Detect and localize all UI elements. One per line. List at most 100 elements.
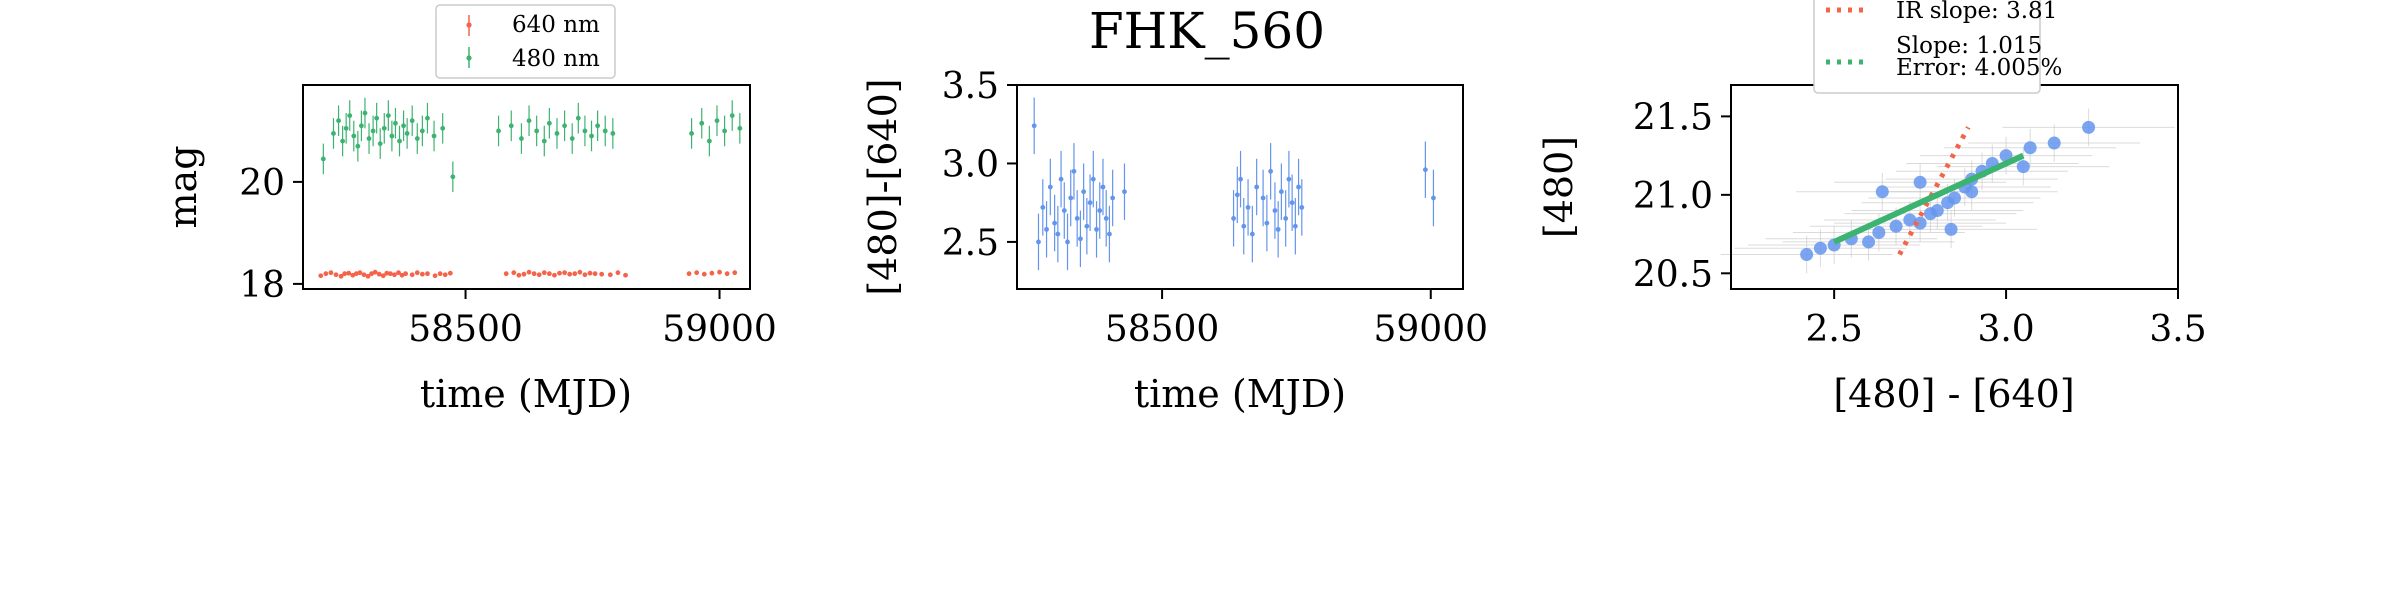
p1-640-point — [409, 272, 415, 278]
p2-color-point — [1110, 195, 1116, 201]
p1-640-point — [437, 271, 443, 277]
p1-480-point — [320, 156, 326, 162]
p1-xtick-label: 58500 — [408, 309, 523, 350]
p1-640-point — [724, 271, 730, 277]
p3-xlabel: [480] - [640] — [1833, 372, 2074, 416]
p1-640-point — [361, 272, 367, 278]
p1-640-point — [338, 273, 344, 279]
p1-480-point — [431, 133, 437, 139]
p1-480-point — [359, 123, 364, 129]
p2-ytick-label: 3.5 — [942, 66, 999, 107]
p2-color-point — [1068, 195, 1074, 201]
p1-480-point — [526, 118, 532, 124]
legend-640-marker — [466, 22, 472, 28]
p1-640-point — [323, 271, 329, 277]
p3-xtick-label: 3.5 — [2149, 309, 2206, 350]
p2-xlabel: time (MJD) — [1134, 372, 1346, 416]
p1-640-point — [701, 271, 707, 277]
p3-point — [1872, 226, 1886, 240]
p1-480-point — [729, 113, 735, 118]
p1-480-point — [541, 138, 547, 144]
p3-point — [1913, 175, 1927, 189]
p1-480-point — [496, 128, 501, 134]
p2-color-point — [1245, 205, 1251, 210]
p1-480-point — [340, 138, 346, 144]
p1-480-point — [699, 120, 705, 126]
p1-480-point — [404, 131, 410, 136]
p2-color-point — [1278, 189, 1284, 195]
p2-color-point — [1100, 184, 1106, 190]
p3-point — [2016, 160, 2030, 174]
p1-480-point — [440, 125, 446, 131]
p1-640-point — [511, 270, 517, 276]
legend-line: Slope: 1.015 — [1896, 33, 2042, 59]
p1-640-point — [333, 272, 339, 278]
p1-640-point — [521, 271, 527, 277]
p2-ytick-label: 3.0 — [942, 144, 999, 185]
figure-title: FHK_560 — [1089, 2, 1325, 60]
p1-640-point — [365, 273, 371, 279]
p2-color-point — [1234, 192, 1240, 198]
p1-640-point — [607, 272, 613, 278]
p1-marks — [318, 97, 743, 279]
p2-color-point — [1264, 220, 1270, 226]
p2-color-point — [1260, 195, 1266, 201]
p3-point — [1965, 185, 1979, 199]
p1-640-point — [414, 270, 420, 276]
p1-480-point — [450, 174, 456, 180]
p1-640-point — [686, 271, 692, 277]
p1-640-point — [342, 271, 348, 277]
p2-ytick-label: 2.5 — [942, 223, 999, 264]
p1-640-point — [717, 269, 722, 275]
p1-640-point — [557, 270, 562, 276]
p1-640-point — [396, 270, 401, 276]
p1-480-point — [385, 113, 391, 118]
p2-marks — [1031, 97, 1436, 271]
p3-ytick-label: 21.0 — [1633, 176, 1713, 217]
p3-fit-line — [1832, 152, 2025, 245]
p2-color-point — [1094, 226, 1099, 232]
p3-ytick-label: 21.5 — [1633, 97, 1713, 138]
p1-legend-box — [435, 4, 616, 79]
p1-640-point — [592, 271, 598, 277]
p2-color-point — [1296, 184, 1301, 190]
p1-480-point — [397, 138, 402, 144]
p1-640-point — [447, 270, 453, 276]
p1-480-point — [554, 131, 560, 136]
p1-640-point — [709, 270, 715, 276]
p1-480-point — [347, 113, 353, 118]
p1-640-point — [516, 272, 522, 278]
p1-480-point — [508, 123, 514, 129]
p2-color-point — [1103, 215, 1109, 221]
p1-480-point — [569, 136, 575, 141]
legend-slope-label: Slope: 1.015 Error: 4.005% — [1896, 33, 2062, 81]
p3-legend: IR slope: 3.81 Slope: 1.015 Error: 4.005% — [1813, 0, 2062, 94]
p1-480-point — [343, 125, 349, 131]
p1-640-point — [318, 273, 324, 279]
p2-xtick-label: 59000 — [1373, 309, 1488, 350]
p2-color-point — [1289, 200, 1295, 206]
p1-640-point — [562, 270, 567, 276]
p1-640-point — [387, 271, 393, 277]
p1-480-point — [737, 125, 743, 131]
p1-480-point — [589, 133, 594, 139]
legend-640-label: 640 nm — [512, 12, 600, 38]
p2-color-point — [1422, 167, 1428, 173]
p2-color-point — [1036, 239, 1041, 245]
p1-480-point — [331, 131, 336, 136]
p2-xtick-label: 58500 — [1105, 309, 1220, 350]
p1-640-point — [531, 271, 537, 277]
p3-point — [2047, 136, 2061, 150]
p1-640-point — [419, 271, 425, 277]
p1-480-point — [362, 110, 368, 116]
p1-480-point — [393, 120, 398, 126]
p1-640-point — [380, 273, 386, 279]
legend-ir-slope-label: IR slope: 3.81 — [1896, 0, 2057, 24]
p2-color-point — [1055, 231, 1061, 237]
p3-point — [1948, 191, 1961, 205]
p2-color-point — [1122, 189, 1127, 195]
p1-640-point — [432, 273, 438, 279]
p1-480-point — [546, 120, 552, 126]
p1-480-point — [714, 118, 720, 124]
